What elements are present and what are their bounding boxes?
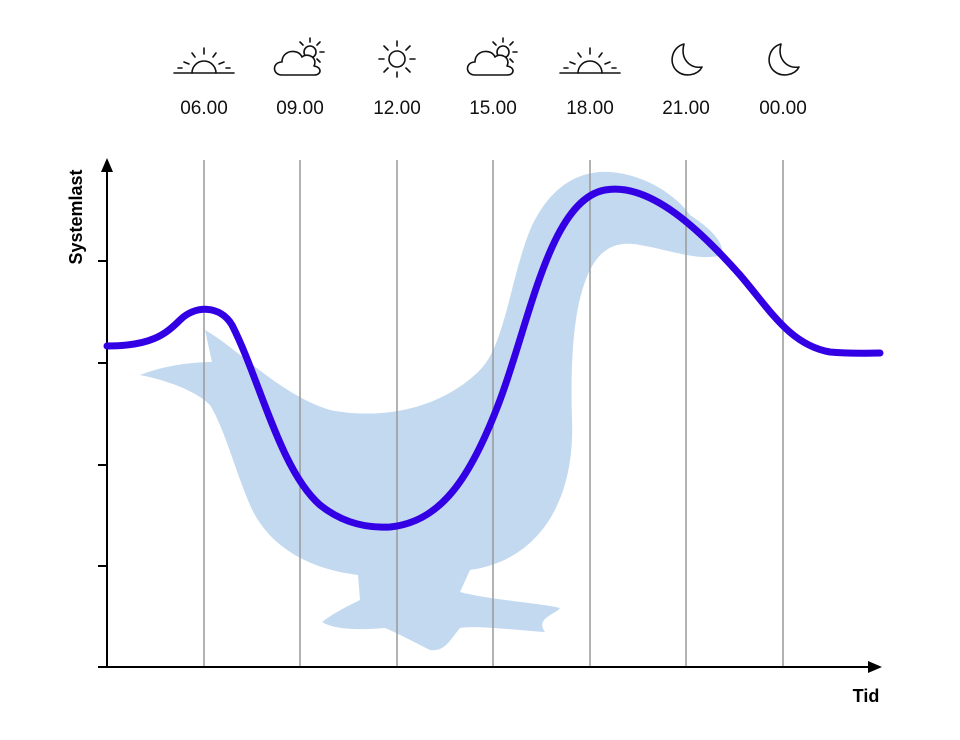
x-arrow	[868, 661, 882, 673]
y-arrow	[101, 158, 113, 172]
load-curve	[103, 185, 884, 531]
time-label: 21.00	[662, 98, 710, 119]
time-label: 00.00	[759, 98, 807, 119]
moon-icon	[768, 43, 800, 76]
weather-icons	[173, 37, 800, 78]
x-axis-label: Tid	[853, 686, 880, 706]
cloud-sun-icon	[273, 37, 325, 76]
axes	[98, 170, 872, 668]
duck-silhouette	[140, 171, 723, 651]
moon-icon	[671, 43, 703, 76]
cloud-sun-icon	[466, 37, 518, 76]
time-label: 09.00	[276, 98, 324, 119]
sunset-icon	[559, 47, 621, 74]
grid-lines	[203, 160, 784, 667]
sun-icon	[378, 40, 416, 78]
sunrise-icon	[173, 47, 235, 74]
time-label: 15.00	[469, 98, 517, 119]
y-axis-label: Systemlast	[66, 169, 86, 264]
time-label: 12.00	[373, 98, 421, 119]
time-label: 18.00	[566, 98, 614, 119]
time-label: 06.00	[180, 98, 228, 119]
time-labels: 06.00 09.00 12.00 15.00 18.00 21.00 00.00	[180, 98, 807, 119]
